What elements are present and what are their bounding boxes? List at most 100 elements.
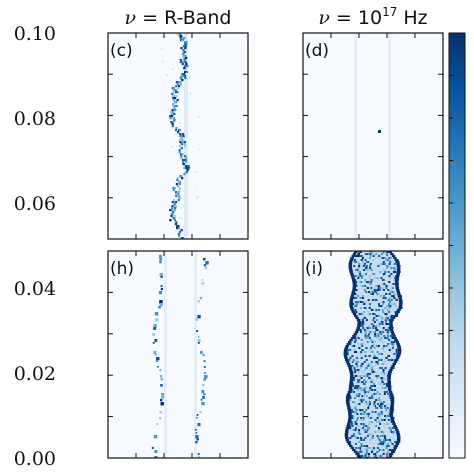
heat-cell	[361, 295, 364, 297]
heat-cell	[388, 275, 391, 277]
heat-cell	[351, 365, 354, 367]
heat-cell	[360, 399, 363, 401]
heat-cell	[390, 449, 393, 451]
heat-cell	[355, 285, 358, 287]
heat-cell	[361, 363, 364, 365]
heat-cell	[351, 307, 401, 309]
heat-cell	[174, 207, 177, 210]
heat-cell	[355, 311, 358, 313]
heat-cell	[360, 313, 363, 315]
heat-cell	[390, 359, 393, 361]
heat-cell	[374, 407, 377, 409]
panel-i-heatmap	[343, 251, 403, 458]
heat-cell	[392, 431, 395, 433]
heat-cell	[390, 397, 395, 399]
panel-h-frame	[107, 250, 249, 459]
heat-cell	[384, 405, 386, 407]
heat-cell	[360, 401, 363, 403]
heat-cell	[376, 391, 379, 393]
heat-cell	[397, 349, 402, 351]
heat-cell	[351, 291, 356, 293]
heat-cell	[176, 225, 179, 228]
heat-cell	[180, 39, 183, 42]
heat-cell	[349, 419, 394, 421]
heat-cell	[360, 437, 363, 439]
heat-cell	[358, 265, 361, 267]
heat-cell	[197, 339, 201, 343]
heat-cell	[179, 135, 182, 138]
heat-cell	[380, 337, 383, 339]
heat-cell	[368, 401, 371, 403]
heat-cell	[359, 375, 362, 377]
heat-cell	[349, 397, 352, 399]
heat-cell	[197, 456, 200, 458]
heat-cell	[172, 199, 176, 202]
heat-cell	[161, 393, 164, 396]
heat-cell	[381, 353, 383, 355]
heat-cell	[181, 139, 184, 142]
heat-cell	[371, 259, 374, 261]
heat-cell	[176, 33, 179, 36]
heat-cell	[368, 417, 371, 419]
heat-cell	[183, 67, 186, 70]
heat-cell	[362, 323, 365, 325]
heat-cell	[359, 307, 362, 309]
heat-cell	[364, 253, 367, 255]
heat-cell	[185, 167, 188, 170]
heat-cell	[389, 441, 392, 443]
heat-cell	[350, 269, 400, 271]
heat-cell	[363, 351, 366, 353]
heat-cell	[387, 383, 392, 385]
heat-cell	[352, 281, 356, 283]
heat-cell	[368, 305, 371, 307]
heat-cell	[347, 421, 352, 423]
heat-cell	[375, 357, 378, 359]
heat-cell	[387, 323, 390, 325]
heat-cell	[203, 366, 206, 368]
heat-cell	[360, 413, 363, 415]
heat-cell	[383, 393, 386, 395]
heat-cell	[379, 441, 382, 443]
heat-cell	[386, 329, 389, 331]
heat-cell	[358, 323, 392, 325]
heat-cell	[374, 393, 377, 395]
heat-cell	[381, 287, 384, 289]
heat-cell	[367, 329, 369, 331]
heat-cell	[374, 389, 376, 391]
heat-cell	[180, 77, 183, 80]
heat-cell	[394, 311, 397, 313]
heat-cell	[371, 397, 374, 399]
heat-cell	[348, 263, 353, 265]
heat-cell	[380, 373, 383, 375]
heat-cell	[387, 443, 389, 445]
heat-cell	[175, 85, 178, 88]
heat-cell	[364, 289, 366, 291]
heat-cell	[387, 445, 390, 447]
heat-cell	[378, 397, 380, 399]
heat-cell	[370, 255, 373, 257]
heat-cell	[383, 269, 386, 271]
heat-cell	[388, 303, 390, 305]
heat-cell	[387, 293, 390, 295]
heat-cell	[185, 161, 188, 164]
heat-cell	[179, 37, 182, 40]
heat-cell	[176, 91, 179, 94]
heat-cell	[357, 271, 360, 273]
heat-cell	[387, 251, 390, 253]
heat-cell	[176, 179, 179, 182]
heat-cell	[348, 261, 353, 263]
heat-cell	[195, 429, 197, 431]
heat-cell	[368, 277, 371, 279]
heat-cell	[380, 315, 383, 317]
heat-cell	[160, 48, 163, 50]
heat-cell	[187, 167, 190, 170]
heat-cell	[399, 303, 403, 305]
heat-cell	[388, 281, 391, 283]
heat-cell	[365, 395, 368, 397]
heat-cell	[379, 423, 382, 425]
heat-cell	[360, 417, 363, 419]
heat-cell	[355, 357, 358, 359]
heat-cell	[381, 419, 384, 421]
heat-cell	[393, 361, 398, 363]
heat-cell	[348, 267, 353, 269]
